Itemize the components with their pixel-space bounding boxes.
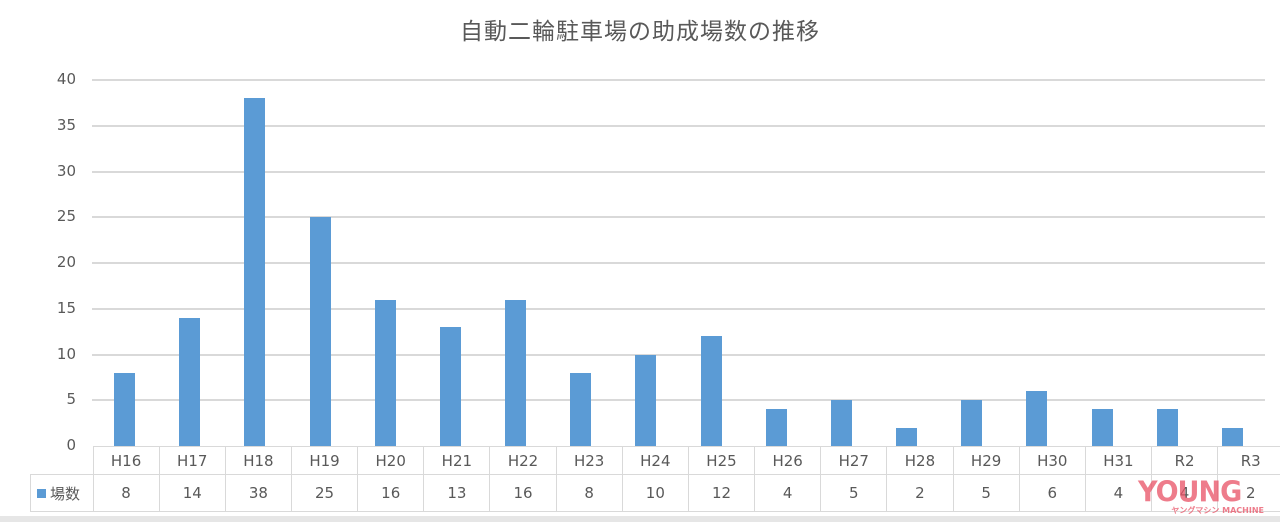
value-cell: 5 [820,474,888,512]
category-cell: H21 [423,446,491,475]
value-cell: 5 [952,474,1020,512]
empty-corner-cell [31,447,94,475]
bar-h20 [374,299,396,446]
bar-h30 [1026,391,1048,446]
bar-h19 [309,217,331,446]
bar-h18 [244,98,266,446]
bottom-border-band [0,516,1280,522]
y-tick-label: 20 [56,253,76,271]
gridline [92,216,1265,219]
value-cell: 4 [1150,474,1219,512]
gridline [92,170,1265,173]
y-tick-label: 10 [56,344,76,363]
bar-h29 [961,400,983,446]
category-cell: H16 [92,446,160,475]
value-cell: 8 [555,474,623,512]
category-cell: H17 [158,446,226,475]
y-tick-label: 15 [56,298,76,317]
bar-h31 [1091,409,1113,446]
category-cell: H29 [952,446,1020,475]
y-tick-label: 40 [56,70,76,88]
bar-h24 [635,354,657,446]
gridline [92,353,1265,356]
bar-h22 [505,299,527,446]
gridline [92,79,1265,81]
value-cell: 16 [357,474,425,512]
value-cell: 38 [224,474,292,512]
value-cell: 4 [754,474,822,512]
gridline [92,262,1265,264]
bar-h27 [830,400,852,446]
value-cell: 2 [1217,474,1280,512]
value-cell: 13 [423,474,491,512]
value-cell: 4 [1084,474,1153,512]
value-cell: 16 [489,474,557,512]
y-tick-label: 5 [66,390,76,409]
bar-h23 [570,372,592,446]
category-cell: H30 [1018,446,1086,475]
value-cell: 25 [290,474,359,512]
category-row: H16 H17 H18 H19 H20 H21 H22 H23 H24 H25 H26 H27 H28 H… [31,446,1280,475]
value-row: 場数 8 14 38 25 16 13 16 8 10 12 4 5 2 5 6 4 4 2 [30,474,1280,512]
category-cell: R2 [1150,446,1219,475]
bar-h21 [439,327,461,446]
category-cell: H28 [886,446,954,475]
value-cell: 14 [158,474,226,512]
category-cell: H18 [224,446,292,475]
category-cell: R3 [1217,446,1280,475]
legend-swatch-icon [37,488,46,498]
y-tick-label: 30 [56,161,76,180]
value-cell: 10 [621,474,689,512]
value-cell: 2 [886,474,954,512]
category-cell: H26 [754,446,822,475]
bar-h25 [700,336,722,446]
bar-r2 [1156,409,1178,446]
legend-label: 場数 [50,484,81,503]
bar-h17 [179,317,201,446]
y-tick-label: 35 [56,115,76,134]
bar-h28 [896,427,918,446]
gridline [92,399,1265,402]
value-cell: 8 [92,474,160,512]
chart-title: 自動二輪駐車場の助成場数の推移 [460,19,820,45]
category-cell: H31 [1084,446,1153,475]
value-cell: 6 [1018,474,1086,512]
bar-r3 [1221,427,1243,446]
category-cell: H27 [820,446,888,475]
y-tick-label: 0 [66,436,76,454]
category-cell: H19 [290,446,359,475]
category-cell: H23 [555,446,623,475]
y-tick-label: 25 [56,207,76,226]
data-table: H16 H17 H18 H19 H20 H21 H22 H23 H24 H25 H26 H27 H28 H… [30,446,1280,512]
bar-h26 [765,409,787,446]
category-cell: H24 [621,446,689,475]
gridline [92,124,1265,127]
gridline [92,307,1265,310]
value-cell: 12 [687,474,756,512]
legend-key: 場数 [30,474,94,512]
category-cell: H20 [357,446,425,475]
bar-h16 [114,372,136,446]
category-cell: H25 [687,446,756,475]
category-cell: H22 [489,446,557,475]
